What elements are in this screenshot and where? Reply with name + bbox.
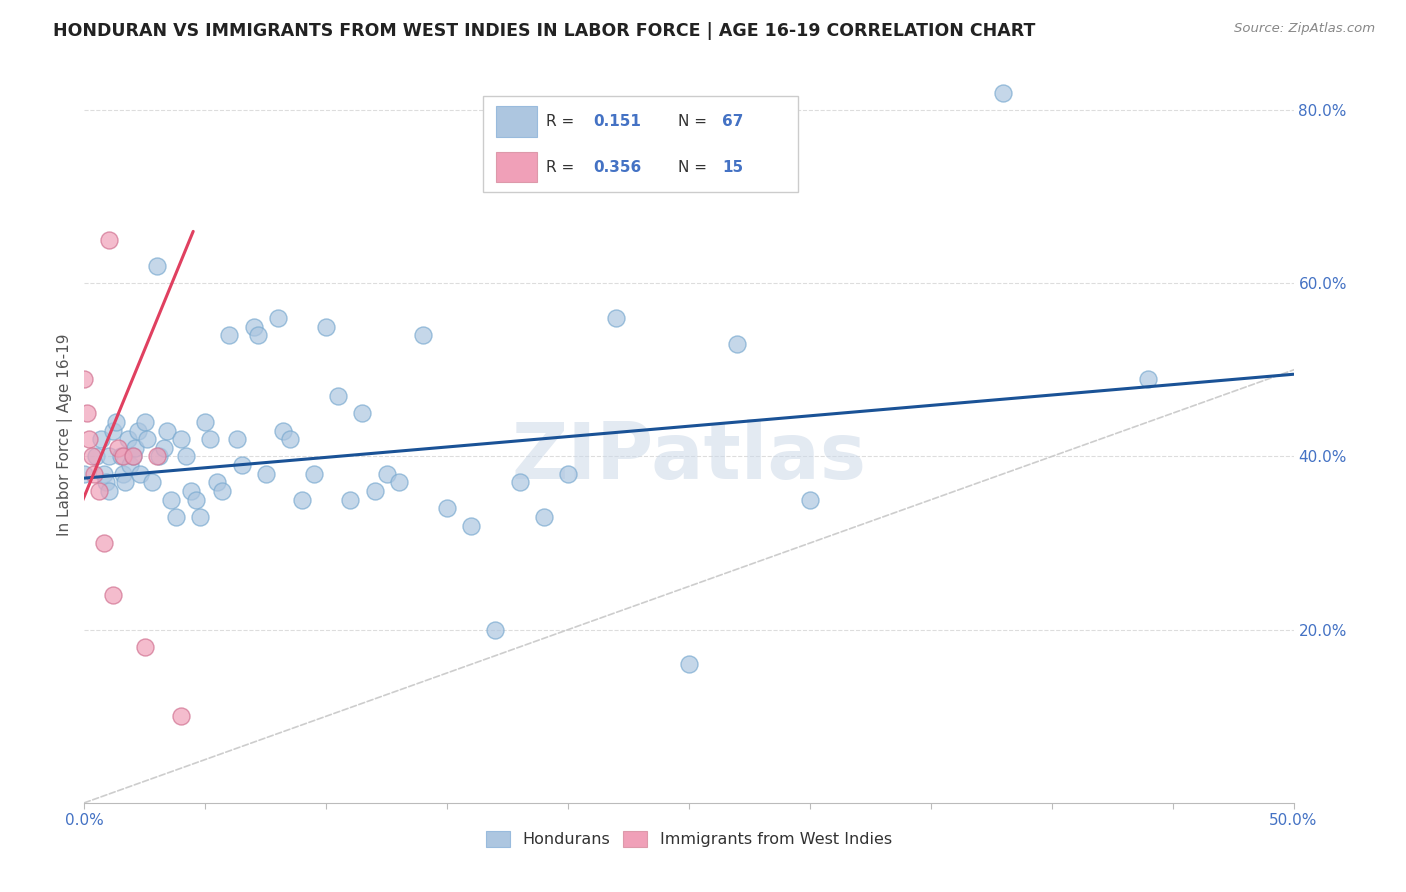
Point <box>83 467 105 481</box>
Point <box>117 432 139 446</box>
Point <box>302 467 325 481</box>
Point <box>678 657 700 672</box>
Point <box>231 458 253 472</box>
Point <box>146 259 169 273</box>
Point <box>291 492 314 507</box>
Point <box>97 233 120 247</box>
Point <box>153 441 176 455</box>
Point <box>460 518 482 533</box>
Point <box>328 389 350 403</box>
Point <box>73 467 96 481</box>
Text: HONDURAN VS IMMIGRANTS FROM WEST INDIES IN LABOR FORCE | AGE 16-19 CORRELATION C: HONDURAN VS IMMIGRANTS FROM WEST INDIES … <box>53 22 1036 40</box>
Point <box>194 415 217 429</box>
Point <box>93 536 115 550</box>
Point <box>94 475 117 490</box>
Legend: Hondurans, Immigrants from West Indies: Hondurans, Immigrants from West Indies <box>479 824 898 854</box>
Point <box>121 450 143 464</box>
Point <box>155 424 177 438</box>
Point <box>436 501 458 516</box>
Point <box>93 467 115 481</box>
Point <box>375 467 398 481</box>
Point <box>799 492 821 507</box>
Point <box>80 450 103 464</box>
Point <box>174 450 197 464</box>
Point <box>198 432 221 446</box>
Point <box>412 328 434 343</box>
Point <box>124 441 146 455</box>
Point <box>242 319 264 334</box>
Point <box>136 432 159 446</box>
Point <box>76 406 98 420</box>
Point <box>725 337 748 351</box>
Point <box>127 424 149 438</box>
Point <box>557 467 579 481</box>
Point <box>533 510 555 524</box>
Point <box>97 484 120 499</box>
Point <box>110 450 132 464</box>
Point <box>112 467 135 481</box>
Point <box>211 484 233 499</box>
Point <box>97 450 120 464</box>
Point <box>103 588 125 602</box>
Point <box>141 475 163 490</box>
Point <box>247 328 270 343</box>
Point <box>363 484 385 499</box>
Point <box>104 415 127 429</box>
Point <box>134 640 156 654</box>
Point <box>993 86 1015 100</box>
Point <box>190 510 212 524</box>
Point <box>180 484 202 499</box>
Point <box>605 310 627 325</box>
Point <box>103 424 125 438</box>
Point <box>225 432 247 446</box>
Text: Source: ZipAtlas.com: Source: ZipAtlas.com <box>1234 22 1375 36</box>
Point <box>121 450 143 464</box>
Point <box>148 450 170 464</box>
Point <box>134 415 156 429</box>
Point <box>170 432 193 446</box>
Point <box>73 371 96 385</box>
Point <box>90 432 112 446</box>
Point <box>129 467 152 481</box>
Text: ZIPatlas: ZIPatlas <box>512 419 866 495</box>
Point <box>165 510 187 524</box>
Point <box>315 319 337 334</box>
Point <box>388 475 411 490</box>
Point <box>218 328 240 343</box>
Point <box>107 441 129 455</box>
Point <box>254 467 277 481</box>
Point <box>339 492 361 507</box>
Point <box>267 310 290 325</box>
Point <box>170 709 193 723</box>
Point <box>509 475 531 490</box>
Point <box>352 406 374 420</box>
Point <box>87 484 110 499</box>
Point <box>271 424 294 438</box>
Point <box>184 492 207 507</box>
Y-axis label: In Labor Force | Age 16-19: In Labor Force | Age 16-19 <box>58 334 73 536</box>
Point <box>207 475 229 490</box>
Point <box>146 450 169 464</box>
Point <box>160 492 183 507</box>
Point <box>278 432 301 446</box>
Point <box>86 450 108 464</box>
Point <box>484 623 506 637</box>
Point <box>114 475 136 490</box>
Point <box>120 458 142 472</box>
Point <box>1137 371 1160 385</box>
Point <box>112 450 135 464</box>
Point <box>77 432 100 446</box>
